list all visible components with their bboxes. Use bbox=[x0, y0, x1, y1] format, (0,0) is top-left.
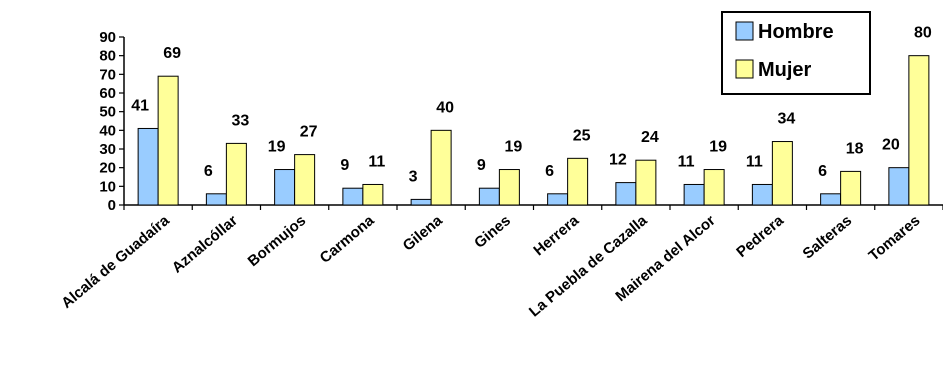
category-label: Carmona bbox=[317, 212, 378, 267]
y-tick-label: 70 bbox=[99, 66, 116, 83]
data-label: 6 bbox=[818, 163, 827, 180]
y-tick-label: 40 bbox=[99, 122, 116, 139]
data-label: 24 bbox=[641, 129, 659, 146]
data-labels: 41 6 19 9 3 9 6 12 11 11 6 20 69 33 27 11 40 19 25 24 19 34 18… bbox=[131, 25, 932, 186]
category-label: Pedrera bbox=[733, 212, 787, 261]
bar-mujer bbox=[840, 170, 862, 206]
y-tick-label: 60 bbox=[99, 85, 116, 102]
legend-label: Mujer bbox=[758, 59, 812, 81]
data-label: 34 bbox=[777, 111, 795, 128]
bar-mujer bbox=[430, 129, 452, 206]
data-label: 33 bbox=[231, 112, 249, 129]
data-label: 11 bbox=[746, 153, 763, 170]
data-label: 11 bbox=[368, 153, 385, 170]
data-label: 20 bbox=[882, 137, 900, 154]
data-label: 69 bbox=[163, 45, 181, 62]
bar-hombre bbox=[410, 198, 432, 206]
bar-hombre bbox=[820, 193, 842, 206]
bar-hombre bbox=[478, 187, 500, 206]
data-label: 19 bbox=[268, 139, 286, 156]
bar-hombre bbox=[137, 127, 159, 206]
bar-hombre bbox=[615, 182, 637, 206]
bar-mujer bbox=[771, 141, 793, 206]
bars bbox=[137, 55, 930, 206]
bar-mujer bbox=[294, 154, 316, 206]
data-label: 19 bbox=[504, 139, 522, 156]
y-tick-label: 30 bbox=[99, 141, 116, 158]
data-label: 40 bbox=[436, 99, 454, 116]
bar-hombre bbox=[342, 187, 364, 206]
category-label: La Puebla de Cazalla bbox=[526, 212, 651, 321]
bar-mujer bbox=[225, 142, 247, 206]
category-label: Alcalá de Guadaíra bbox=[58, 212, 173, 312]
data-label: 41 bbox=[131, 97, 149, 114]
y-tick-label: 90 bbox=[99, 29, 116, 46]
bar-mujer bbox=[908, 55, 930, 206]
category-label: Gines bbox=[471, 212, 514, 252]
data-label: 6 bbox=[545, 163, 554, 180]
category-label: Tomares bbox=[865, 212, 923, 265]
data-label: 12 bbox=[609, 152, 627, 169]
data-label: 9 bbox=[477, 157, 486, 174]
legend-swatch bbox=[735, 59, 754, 79]
category-label: Aznalcóllar bbox=[169, 212, 241, 277]
legend-swatch bbox=[735, 21, 754, 41]
bar-hombre bbox=[274, 169, 296, 206]
bar-mujer bbox=[567, 157, 589, 206]
bar-hombre bbox=[751, 183, 773, 206]
y-tick-label: 20 bbox=[99, 160, 116, 177]
data-label: 11 bbox=[678, 153, 695, 170]
data-label: 80 bbox=[914, 25, 932, 42]
category-label: Gilena bbox=[400, 212, 447, 255]
data-label: 9 bbox=[340, 157, 349, 174]
y-tick-label: 10 bbox=[99, 178, 116, 195]
bar-hombre bbox=[547, 193, 569, 206]
data-label: 18 bbox=[846, 140, 864, 157]
category-label: Bormujos bbox=[245, 212, 310, 270]
bar-hombre bbox=[683, 183, 705, 206]
data-label: 27 bbox=[300, 124, 318, 141]
data-label: 25 bbox=[573, 127, 591, 144]
bar-mujer bbox=[498, 169, 520, 206]
bar-mujer bbox=[362, 183, 384, 206]
bar-hombre bbox=[205, 193, 227, 206]
category-label: Salteras bbox=[800, 212, 856, 263]
bar-mujer bbox=[703, 169, 725, 206]
bar-mujer bbox=[635, 159, 657, 206]
y-tick-label: 50 bbox=[99, 104, 116, 121]
bar-mujer bbox=[157, 75, 179, 206]
bar-hombre bbox=[888, 167, 910, 206]
data-label: 6 bbox=[204, 163, 213, 180]
y-tick-label: 0 bbox=[108, 197, 116, 214]
legend-label: Hombre bbox=[758, 21, 834, 43]
data-label: 19 bbox=[709, 139, 727, 156]
y-tick-label: 80 bbox=[99, 48, 116, 65]
data-label: 3 bbox=[409, 168, 418, 185]
legend: Hombre Mujer bbox=[721, 11, 871, 95]
category-label: Herrera bbox=[530, 212, 582, 260]
